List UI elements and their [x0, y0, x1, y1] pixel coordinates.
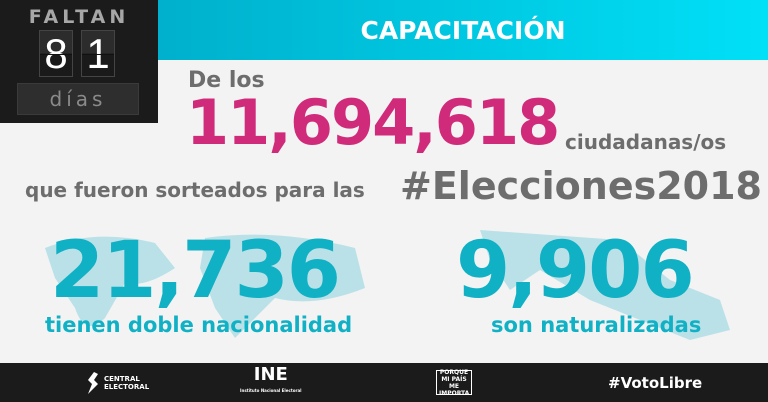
- ine-logo: INE Instituto Nacional Electoral: [240, 363, 302, 402]
- porque-mi-pais-text: PORQUE MI PAÍS ME IMPORTA: [439, 368, 470, 397]
- voto-libre-hashtag: #VotoLibre: [608, 373, 703, 392]
- intro-suffix: ciudadanas/os: [565, 130, 727, 154]
- countdown-digit: 8: [39, 30, 73, 77]
- elections-hashtag: #Elecciones2018: [400, 164, 762, 208]
- world-map-graphic: [45, 234, 365, 338]
- central-electoral-text: CENTRAL ELECTORAL: [104, 374, 150, 391]
- stat-label-naturalized: son naturalizadas: [491, 313, 702, 337]
- stat-value-naturalized: 9,906: [456, 226, 695, 316]
- countdown-unit: días: [17, 83, 139, 115]
- stat-label-dual-nationality: tienen doble nacionalidad: [45, 313, 353, 337]
- central-electoral-logo: CENTRAL ELECTORAL: [86, 363, 150, 402]
- stat-value-dual-nationality: 21,736: [50, 226, 341, 316]
- header-bar: [158, 0, 768, 60]
- porque-mi-pais-logo: PORQUE MI PAÍS ME IMPORTA: [436, 368, 472, 397]
- countdown-digit: 1: [81, 30, 115, 77]
- mexico-map-graphic: [480, 230, 730, 340]
- ine-subtext: Instituto Nacional Electoral: [240, 387, 302, 393]
- footer-bar: [0, 363, 768, 402]
- ine-text: INE: [253, 363, 288, 385]
- countdown-label: FALTAN: [28, 6, 130, 28]
- intro-line2: que fueron sorteados para las: [25, 178, 365, 202]
- total-citizens: 11,694,618: [186, 86, 560, 159]
- intro-prefix: De los: [188, 68, 265, 93]
- central-electoral-icon: [88, 371, 98, 394]
- page-title: CAPACITACIÓN: [360, 16, 566, 45]
